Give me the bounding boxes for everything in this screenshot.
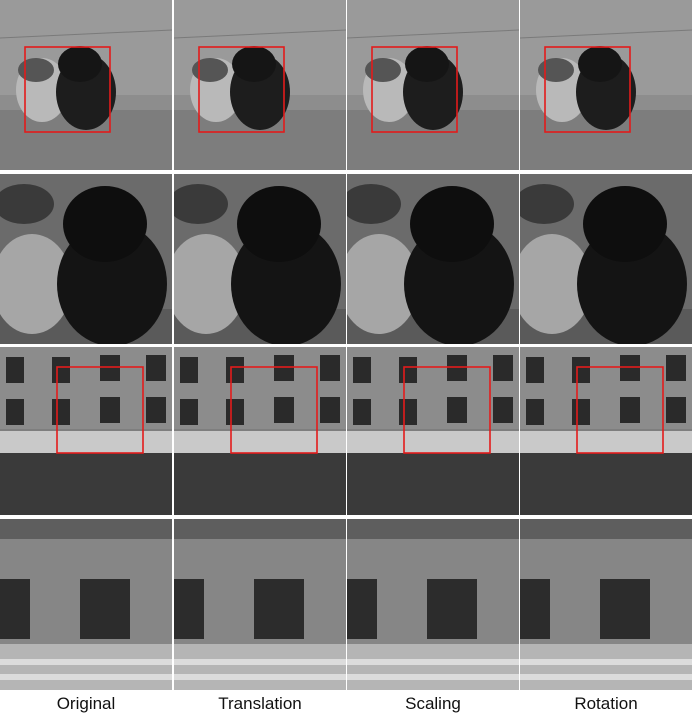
tile-translation-teddy-full (174, 0, 346, 170)
comparison-grid (0, 0, 692, 690)
building-full-image (347, 347, 519, 515)
tile-rotation-teddy-zoom (520, 174, 692, 344)
tile-translation-teddy-zoom (174, 174, 346, 344)
teddy-full-image (520, 0, 692, 170)
teddy-zoom-image (347, 174, 519, 344)
building-zoom-image (347, 519, 519, 690)
column-label-scaling: Scaling (405, 694, 461, 713)
building-full-image (520, 347, 692, 515)
building-zoom-image (174, 519, 346, 690)
tile-scaling-building-zoom (347, 519, 519, 690)
column-label-original: Original (56, 694, 116, 713)
column-label-translation: Translation (218, 694, 302, 713)
tile-rotation-building-full (520, 347, 692, 515)
tile-original-teddy-zoom (0, 174, 172, 344)
tile-rotation-teddy-full (520, 0, 692, 170)
teddy-full-image (0, 0, 172, 170)
teddy-zoom-image (174, 174, 346, 344)
teddy-full-image (347, 0, 519, 170)
tile-original-building-zoom (0, 519, 172, 690)
tile-scaling-building-full (347, 347, 519, 515)
building-zoom-image (0, 519, 172, 690)
tile-scaling-teddy-full (347, 0, 519, 170)
tile-original-building-full (0, 347, 172, 515)
teddy-full-image (174, 0, 346, 170)
building-full-image (174, 347, 346, 515)
building-zoom-image (520, 519, 692, 690)
teddy-zoom-image (0, 174, 172, 344)
tile-translation-building-full (174, 347, 346, 515)
building-full-image (0, 347, 172, 515)
teddy-zoom-image (520, 174, 692, 344)
tile-rotation-building-zoom (520, 519, 692, 690)
column-label-rotation: Rotation (574, 694, 638, 713)
tile-original-teddy-full (0, 0, 172, 170)
tile-translation-building-zoom (174, 519, 346, 690)
tile-scaling-teddy-zoom (347, 174, 519, 344)
column-labels: Original Translation Scaling Rotation (0, 690, 692, 718)
